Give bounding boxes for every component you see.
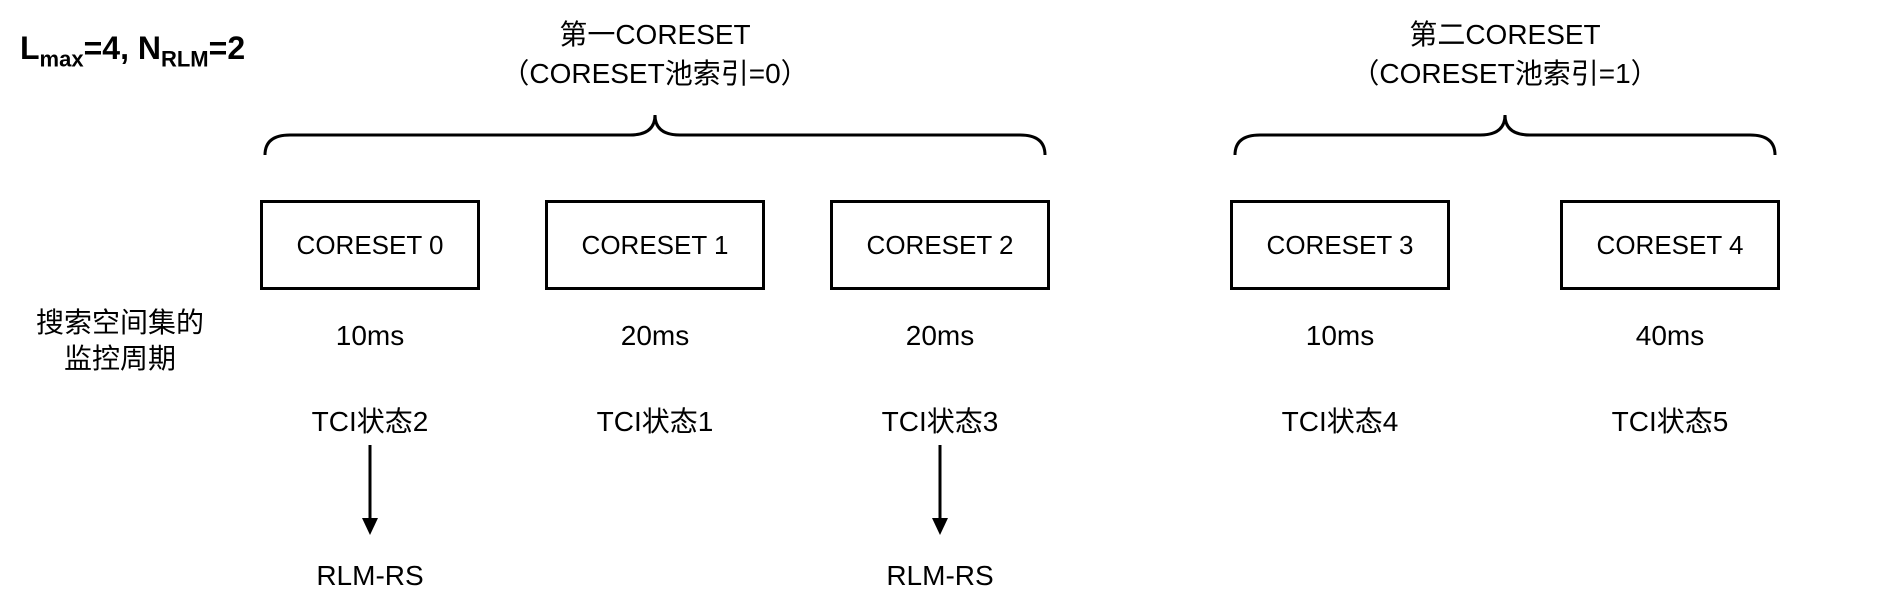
- coreset-4-period: 40ms: [1560, 320, 1780, 352]
- coreset-0-name: CORESET 0: [297, 230, 444, 261]
- coreset-1-box: CORESET 1: [545, 200, 765, 290]
- coreset-2-period: 20ms: [830, 320, 1050, 352]
- coreset-1-tci: TCI状态1: [545, 400, 765, 440]
- arrow-coreset-2: [830, 440, 1050, 540]
- group2-sub: （CORESET池索引=1）: [1230, 54, 1780, 93]
- coreset-1-name: CORESET 1: [582, 230, 729, 261]
- l-param: Lmax=4: [20, 30, 120, 66]
- coreset-4-name: CORESET 4: [1597, 230, 1744, 261]
- coreset-4-box: CORESET 4: [1560, 200, 1780, 290]
- group1-title: 第一CORESET: [260, 15, 1050, 54]
- coreset-0-period: 10ms: [260, 320, 480, 352]
- coreset-0-rlm: RLM-RS: [260, 560, 480, 592]
- group1-sub: （CORESET池索引=0）: [260, 54, 1050, 93]
- group2-label: 第二CORESET （CORESET池索引=1）: [1230, 15, 1780, 93]
- group1-label: 第一CORESET （CORESET池索引=0）: [260, 15, 1050, 93]
- coreset-3-tci: TCI状态4: [1230, 400, 1450, 440]
- coreset-0-box: CORESET 0: [260, 200, 480, 290]
- brace-group1: [260, 110, 1050, 160]
- monitor-period-label: 搜索空间集的 监控周期: [20, 305, 220, 378]
- n-param: NRLM=2: [138, 30, 245, 66]
- coreset-2-name: CORESET 2: [867, 230, 1014, 261]
- coreset-3-period: 10ms: [1230, 320, 1450, 352]
- coreset-3-box: CORESET 3: [1230, 200, 1450, 290]
- coreset-2-box: CORESET 2: [830, 200, 1050, 290]
- row-label-line1: 搜索空间集的: [20, 305, 220, 341]
- coreset-1-period: 20ms: [545, 320, 765, 352]
- row-label-line2: 监控周期: [20, 341, 220, 377]
- coreset-4-tci: TCI状态5: [1560, 400, 1780, 440]
- coreset-3-name: CORESET 3: [1267, 230, 1414, 261]
- group2-title: 第二CORESET: [1230, 15, 1780, 54]
- coreset-2-rlm: RLM-RS: [830, 560, 1050, 592]
- parameters: Lmax=4, NRLM=2: [20, 30, 245, 72]
- arrow-coreset-0: [260, 440, 480, 540]
- coreset-0-tci: TCI状态2: [260, 400, 480, 440]
- brace-group2: [1230, 110, 1780, 160]
- coreset-2-tci: TCI状态3: [830, 400, 1050, 440]
